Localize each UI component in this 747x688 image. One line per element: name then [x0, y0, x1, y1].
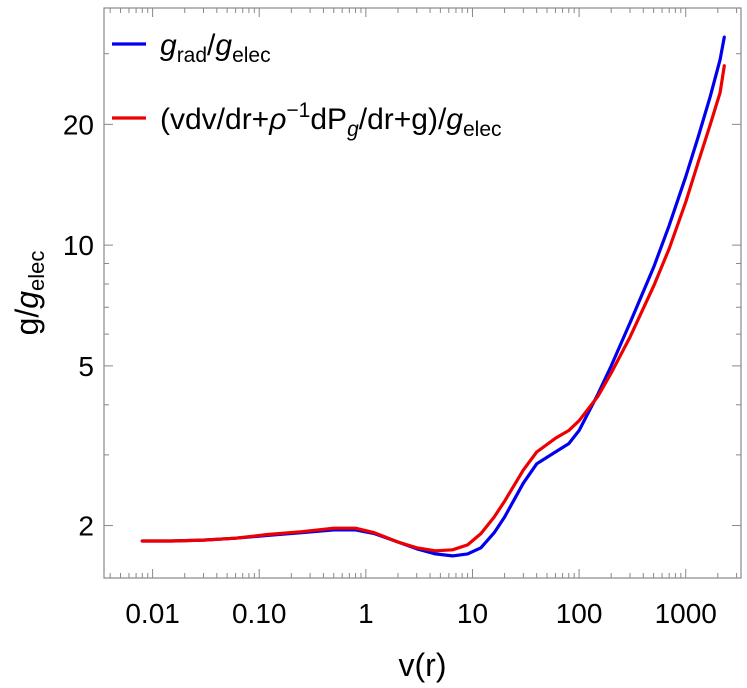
series-layer	[140, 35, 726, 558]
plot-frame	[103, 7, 742, 579]
y-tick-label: 2	[78, 511, 94, 542]
y-tick-label: 20	[63, 109, 94, 140]
x-tick-label: 0.01	[125, 598, 180, 629]
x-tick-label: 10	[457, 598, 488, 629]
x-tick-label: 1000	[655, 598, 717, 629]
x-axis: 0.01 0.10 1 10 100 1000	[109, 8, 738, 629]
series-line-2	[140, 64, 726, 553]
x-axis-label: v(r)	[399, 647, 447, 683]
legend-label-2: (vdv/dr+ρ−1dPg/dr+g)/gelec	[160, 99, 502, 141]
y-tick-label: 10	[63, 230, 94, 261]
x-tick-label: 1	[358, 598, 374, 629]
x-tick-label: 0.10	[232, 598, 287, 629]
x-tick-label: 100	[556, 598, 603, 629]
y-axis-label: g/gelec	[9, 251, 49, 336]
legend-label-1: grad/gelec	[160, 29, 271, 67]
y-tick-label: 5	[78, 351, 94, 382]
legend: grad/gelec (vdv/dr+ρ−1dPg/dr+g)/gelec	[112, 29, 502, 141]
y-axis: 2 5 10 20	[63, 53, 741, 542]
axes-frame	[103, 7, 742, 579]
